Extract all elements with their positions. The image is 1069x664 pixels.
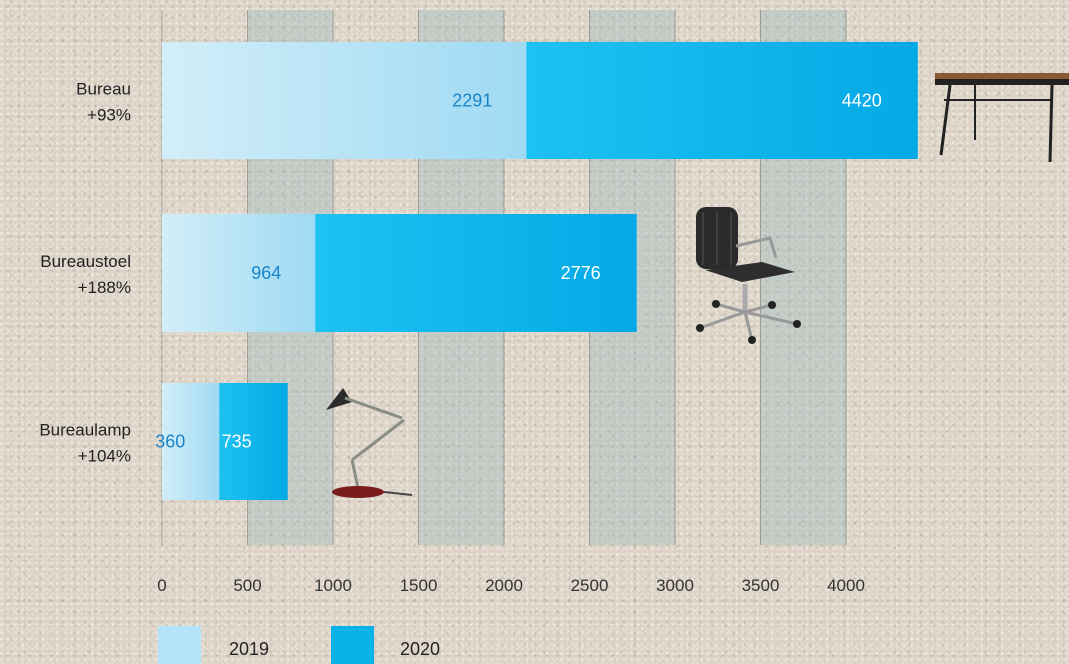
x-tick-label: 1500 bbox=[400, 576, 438, 595]
category-change-bureaulamp: +104% bbox=[78, 447, 131, 466]
bar-bureaustoel-2020 bbox=[315, 214, 637, 332]
x-tick-label: 2000 bbox=[485, 576, 523, 595]
category-label-bureaulamp: Bureaulamp bbox=[39, 421, 131, 440]
x-tick-label: 500 bbox=[233, 576, 261, 595]
legend-item-2019: 2019 bbox=[158, 626, 269, 664]
category-label-bureaustoel: Bureaustoel bbox=[40, 252, 131, 271]
legend-label-2019: 2019 bbox=[229, 639, 269, 659]
category-change-bureau: +93% bbox=[87, 106, 131, 125]
x-tick-label: 4000 bbox=[827, 576, 865, 595]
desk-icon bbox=[935, 73, 1069, 163]
legend-swatch-2019 bbox=[158, 626, 201, 664]
value-label-bureaustoel-2020: 2776 bbox=[561, 263, 601, 283]
x-tick-label: 3500 bbox=[742, 576, 780, 595]
legend-swatch-2020 bbox=[331, 626, 374, 664]
category-change-bureaustoel: +188% bbox=[78, 278, 131, 297]
x-tick-labels: 0 500 1000 1500 2000 2500 3000 3500 4000 bbox=[157, 576, 865, 595]
category-labels: Bureau +93% Bureaustoel +188% Bureaulamp +104… bbox=[39, 80, 131, 466]
bar-bureaulamp-2020 bbox=[219, 383, 288, 500]
bar-bureau-2020 bbox=[526, 42, 918, 159]
value-label-bureaulamp-2019: 360 bbox=[155, 432, 185, 452]
value-label-bureaustoel-2019: 964 bbox=[251, 263, 281, 283]
office-chair-icon bbox=[696, 207, 801, 344]
x-tick-label: 1000 bbox=[314, 576, 352, 595]
value-label-bureau-2019: 2291 bbox=[452, 91, 492, 111]
bar-bureaustoel-2019 bbox=[162, 214, 316, 332]
desk-lamp-icon bbox=[326, 388, 413, 498]
legend: 2019 2020 bbox=[158, 626, 440, 664]
category-label-bureau: Bureau bbox=[76, 80, 131, 99]
x-tick-label: 0 bbox=[157, 576, 166, 595]
value-labels: 2291 4420 964 2776 360 735 bbox=[155, 91, 882, 452]
bars bbox=[162, 42, 918, 500]
legend-label-2020: 2020 bbox=[400, 639, 440, 659]
x-tick-label: 3000 bbox=[656, 576, 694, 595]
x-tick-label: 2500 bbox=[571, 576, 609, 595]
value-label-bureau-2020: 4420 bbox=[842, 91, 882, 111]
bar-bureau-2019 bbox=[162, 42, 527, 159]
bar-bureaulamp-2019 bbox=[162, 383, 220, 500]
legend-item-2020: 2020 bbox=[331, 626, 440, 664]
value-label-bureaulamp-2020: 735 bbox=[222, 432, 252, 452]
